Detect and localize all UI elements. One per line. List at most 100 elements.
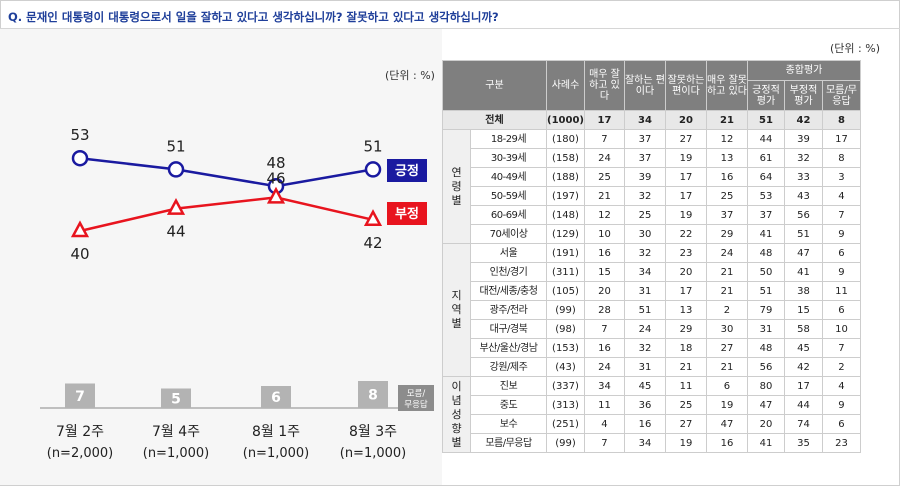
cell-value: 2 xyxy=(821,357,861,377)
cell-value: 32 xyxy=(623,338,666,358)
cell-value: 47 xyxy=(746,395,785,415)
cell-value: 58 xyxy=(783,319,823,339)
group-label: 지역별 xyxy=(442,243,471,377)
cell-value: 12 xyxy=(705,129,748,149)
dont-know-bar-label: 7 xyxy=(75,389,85,405)
row-label: 중도 xyxy=(470,395,547,415)
cell-value: 45 xyxy=(783,338,823,358)
cell-value: 51 xyxy=(746,110,785,130)
table-row: 부산/울산/경남 (153) 16 32 18 27 48 45 7 xyxy=(443,338,861,358)
sample-size: (313) xyxy=(546,395,585,415)
sample-size: (197) xyxy=(546,186,585,206)
row-label: 18-29세 xyxy=(470,129,547,149)
dont-know-legend-label-1: 모름/ xyxy=(407,389,426,399)
dont-know-legend-label-2: 무응답 xyxy=(404,399,428,410)
sample-size: (1000) xyxy=(546,110,585,130)
cell-value: 42 xyxy=(783,110,823,130)
cell-value: 38 xyxy=(783,281,823,301)
header-bad: 잘못하는 편이다 xyxy=(664,60,707,111)
cell-value: 20 xyxy=(664,262,707,282)
cell-value: 50 xyxy=(746,262,785,282)
cell-value: 51 xyxy=(783,224,823,244)
cell-value: 2 xyxy=(705,300,748,320)
cell-value: 32 xyxy=(623,243,666,263)
cell-value: 25 xyxy=(664,395,707,415)
dont-know-legend-box xyxy=(398,385,434,411)
cell-value: 25 xyxy=(623,205,666,225)
cell-value: 24 xyxy=(705,243,748,263)
positive-point xyxy=(364,161,382,178)
row-label: 60-69세 xyxy=(470,205,547,225)
negative-series-line xyxy=(79,196,374,233)
cell-value: 43 xyxy=(783,186,823,206)
sample-size: (251) xyxy=(546,414,585,434)
cell-value: 36 xyxy=(623,395,666,415)
cell-value: 27 xyxy=(705,338,748,358)
x-sample-label: (n=1,000) xyxy=(340,446,407,461)
cell-value: 16 xyxy=(705,167,748,187)
positive-value-label: 51 xyxy=(363,137,382,155)
cell-value: 42 xyxy=(783,357,823,377)
x-sample-label: (n=2,000) xyxy=(47,446,114,461)
dont-know-bar xyxy=(65,383,95,408)
header-sample: 사례수 xyxy=(546,60,585,111)
cell-value: 17 xyxy=(664,167,707,187)
cell-value: 37 xyxy=(623,129,666,149)
cell-value: 44 xyxy=(746,129,785,149)
cell-value: 19 xyxy=(664,148,707,168)
negative-point xyxy=(70,220,90,238)
cell-value: 51 xyxy=(746,281,785,301)
x-tick-label: 7월 4주 xyxy=(152,424,200,440)
negative-value-label: 42 xyxy=(363,234,382,252)
cell-value: 29 xyxy=(664,319,707,339)
cell-value: 24 xyxy=(583,357,625,377)
cell-value: 56 xyxy=(783,205,823,225)
cell-value: 41 xyxy=(783,262,823,282)
positive-point xyxy=(167,161,185,178)
cell-value: 11 xyxy=(821,281,861,301)
negative-point xyxy=(363,209,383,227)
sample-size: (180) xyxy=(546,129,585,149)
negative-value-label: 46 xyxy=(266,169,285,187)
cell-value: 37 xyxy=(746,205,785,225)
cell-value: 31 xyxy=(746,319,785,339)
row-label: 인천/경기 xyxy=(470,262,547,282)
sample-size: (337) xyxy=(546,376,585,396)
row-label: 진보 xyxy=(470,376,547,396)
positive-value-label: 51 xyxy=(166,137,185,155)
cell-value: 6 xyxy=(821,243,861,263)
cell-value: 11 xyxy=(664,376,707,396)
cell-value: 17 xyxy=(664,186,707,206)
row-label: 보수 xyxy=(470,414,547,434)
cell-value: 23 xyxy=(664,243,707,263)
cell-value: 19 xyxy=(705,395,748,415)
x-tick-label: 8월 3주 xyxy=(349,424,397,440)
table-row: 보수 (251) 4 16 27 47 20 74 6 xyxy=(443,414,861,434)
positive-legend-box xyxy=(387,159,427,182)
cell-value: 17 xyxy=(664,281,707,301)
row-label: 강원/제주 xyxy=(470,357,547,377)
cell-value: 13 xyxy=(705,148,748,168)
question-divider xyxy=(0,28,900,29)
header-overall: 종합평가 xyxy=(746,60,861,81)
sample-size: (153) xyxy=(546,338,585,358)
cell-value: 20 xyxy=(664,110,707,130)
header-very-good: 매우 잘하고 있다 xyxy=(583,60,625,111)
group-label: 이념성향별 xyxy=(442,376,471,453)
negative-value-label: 40 xyxy=(70,245,89,263)
cell-value: 25 xyxy=(705,186,748,206)
sample-size: (129) xyxy=(546,224,585,244)
cell-value: 28 xyxy=(583,300,625,320)
row-label: 40-49세 xyxy=(470,167,547,187)
cell-value: 34 xyxy=(623,433,666,453)
table-row: 인천/경기 (311) 15 34 20 21 50 41 9 xyxy=(443,262,861,282)
dont-know-bar-label: 8 xyxy=(368,388,378,404)
cell-value: 37 xyxy=(705,205,748,225)
sample-size: (191) xyxy=(546,243,585,263)
header-very-bad: 매우 잘못하고 있다 xyxy=(705,60,748,111)
cell-value: 7 xyxy=(583,433,625,453)
negative-point xyxy=(266,186,286,204)
cell-value: 27 xyxy=(664,129,707,149)
cell-value: 8 xyxy=(821,110,861,130)
